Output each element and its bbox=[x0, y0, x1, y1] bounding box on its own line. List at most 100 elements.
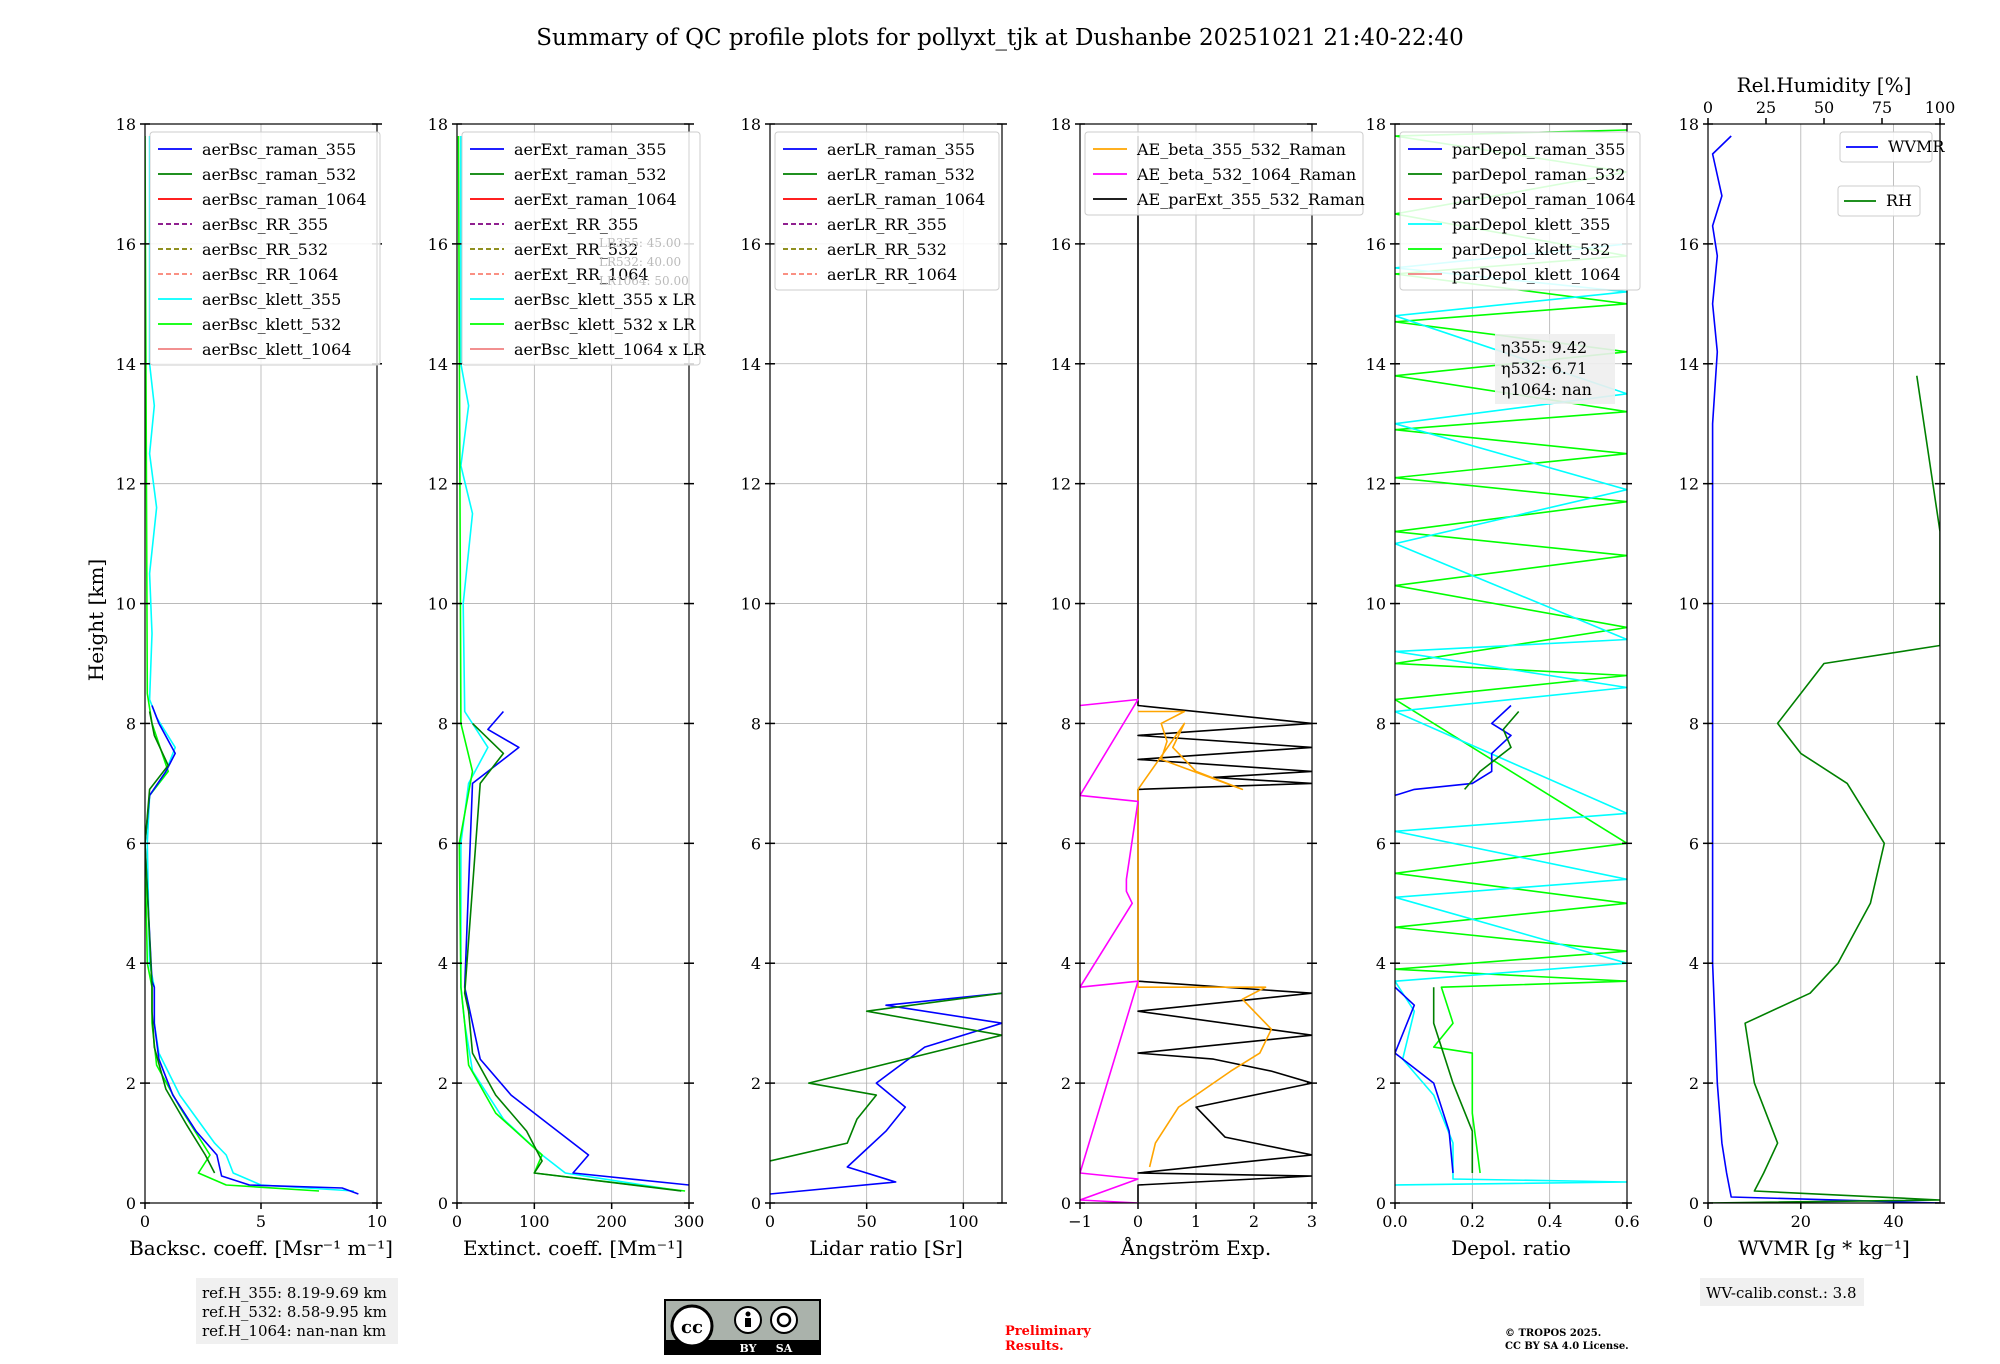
series-line-aerbsc-raman-532 bbox=[145, 711, 216, 1174]
y-tick-label: 6 bbox=[1689, 834, 1699, 853]
y-tick-label: 16 bbox=[1679, 235, 1699, 254]
y-tick-label: 16 bbox=[428, 235, 448, 254]
legend-entry: aerBsc_raman_355 bbox=[202, 140, 356, 159]
series-group bbox=[1708, 135, 1940, 1203]
copyright-text: © TROPOS 2025. CC BY SA 4.0 License. bbox=[1505, 1328, 1629, 1352]
legend-entry: aerExt_RR_532 bbox=[514, 240, 638, 259]
eta-value: η532: 6.71 bbox=[1501, 359, 1587, 378]
legend-wvmr: WVMR bbox=[1839, 131, 1945, 163]
y-tick-label: 18 bbox=[428, 115, 448, 134]
y-tick-label: 12 bbox=[1679, 475, 1699, 494]
figure-title: Summary of QC profile plots for pollyxt_… bbox=[536, 25, 1463, 51]
legend-entry: aerBsc_klett_532 bbox=[202, 315, 341, 334]
y-tick-label: 14 bbox=[1051, 355, 1071, 374]
copyright-line-2: CC BY SA 4.0 License. bbox=[1505, 1341, 1629, 1352]
axes-frame bbox=[1394, 123, 1628, 1204]
wv-calib-background bbox=[1700, 1278, 1864, 1306]
x-tick-label: 200 bbox=[596, 1212, 627, 1231]
legend-entry: aerLR_RR_355 bbox=[827, 215, 947, 234]
y-tick-label: 14 bbox=[116, 355, 136, 374]
y-tick-label: 8 bbox=[751, 714, 761, 733]
y-tick-label: 6 bbox=[1061, 834, 1071, 853]
legend-box bbox=[1839, 131, 1933, 163]
y-tick-label: 4 bbox=[1689, 954, 1699, 973]
series-line-pardepol-raman-532 bbox=[1463, 710, 1520, 790]
y-tick-label: 14 bbox=[428, 355, 448, 374]
sa-icon bbox=[770, 1306, 798, 1334]
y-tick-label: 10 bbox=[741, 595, 761, 614]
x-tick-label: 20 bbox=[1791, 1212, 1811, 1231]
x-tick-label: 0.2 bbox=[1460, 1212, 1485, 1231]
y-tick-label: 2 bbox=[751, 1074, 761, 1093]
y-tick-label: 14 bbox=[1366, 355, 1386, 374]
x-tick-label: 0 bbox=[1703, 1212, 1713, 1231]
ref-heights-box: ref.H_355: 8.19-9.69 km ref.H_532: 8.58-… bbox=[196, 1278, 398, 1344]
x-tick-label: 0.4 bbox=[1537, 1212, 1562, 1231]
x-tick-label: 5 bbox=[256, 1212, 266, 1231]
legend-entry: aerBsc_klett_1064 bbox=[202, 340, 351, 359]
legend: AE_beta_355_532_Raman AE_beta_532_1064_Ra… bbox=[1084, 131, 1365, 216]
legend-entry: aerBsc_RR_532 bbox=[202, 240, 328, 259]
top-x-tick-label: 100 bbox=[1925, 98, 1956, 117]
legend-entry: parDepol_raman_532 bbox=[1452, 165, 1625, 184]
y-tick-label: 4 bbox=[1376, 954, 1386, 973]
legend-box bbox=[149, 131, 381, 366]
legend-entry: aerBsc_RR_1064 bbox=[202, 265, 338, 284]
x-axis-label: Lidar ratio [Sr] bbox=[809, 1236, 963, 1260]
legend-rh: RH bbox=[1837, 185, 1921, 217]
y-tick-label: 10 bbox=[1051, 595, 1071, 614]
series-line-aerbsc-raman-355 bbox=[145, 705, 359, 1195]
x-tick-label: 0 bbox=[1133, 1212, 1143, 1231]
y-tick-label: 2 bbox=[1689, 1074, 1699, 1093]
cc-icon bbox=[670, 1304, 714, 1348]
x-tick-label: 3 bbox=[1307, 1212, 1317, 1231]
x-tick-label: 0 bbox=[140, 1212, 150, 1231]
preliminary-line-1: Preliminary bbox=[1005, 1324, 1091, 1339]
ref-heights-background bbox=[196, 1278, 398, 1344]
y-tick-label: 12 bbox=[428, 475, 448, 494]
y-tick-label: 0 bbox=[1689, 1194, 1699, 1213]
x-tick-label: 40 bbox=[1883, 1212, 1903, 1231]
y-tick-label: 16 bbox=[1366, 235, 1386, 254]
series-group bbox=[1080, 136, 1312, 1203]
axes-frame bbox=[769, 123, 1003, 1204]
y-tick-label: 4 bbox=[126, 954, 136, 973]
series-group bbox=[1395, 129, 1627, 1186]
series-line-aerlr-raman-355 bbox=[770, 992, 1002, 1195]
y-tick-label: 0 bbox=[126, 1194, 136, 1213]
preliminary-note: Preliminary Results. bbox=[1005, 1324, 1091, 1354]
y-tick-label: 16 bbox=[1051, 235, 1071, 254]
x-axis-label: Ångström Exp. bbox=[1120, 1235, 1271, 1260]
x-tick-label: 0 bbox=[765, 1212, 775, 1231]
top-x-tick-label: 50 bbox=[1814, 98, 1834, 117]
legend-entry: aerLR_raman_532 bbox=[827, 165, 975, 184]
y-tick-label: 14 bbox=[741, 355, 761, 374]
legend-box bbox=[1837, 185, 1921, 217]
y-tick-label: 8 bbox=[1376, 714, 1386, 733]
y-tick-label: 8 bbox=[1689, 714, 1699, 733]
legend: aerExt_raman_355 aerExt_raman_532 aerExt_r… bbox=[461, 131, 706, 366]
legend-entry: parDepol_klett_355 bbox=[1452, 215, 1610, 234]
wv-calib-text: WV-calib.const.: 3.8 bbox=[1706, 1284, 1857, 1302]
legend: aerLR_raman_355 aerLR_raman_532 aerLR_rama… bbox=[774, 131, 1000, 291]
series-line-ae-parext-355-532-raman bbox=[1137, 136, 1312, 1203]
y-tick-label: 12 bbox=[741, 475, 761, 494]
y-tick-label: 18 bbox=[741, 115, 761, 134]
y-tick-label: 18 bbox=[1051, 115, 1071, 134]
series-line-aerext-raman-355 bbox=[463, 710, 689, 1186]
legend-entry: aerLR_raman_1064 bbox=[827, 190, 985, 209]
legend-entry: aerExt_RR_1064 bbox=[514, 265, 649, 284]
y-tick-label: 10 bbox=[428, 595, 448, 614]
legend-label: WVMR bbox=[1888, 137, 1945, 156]
y-tick-label: 10 bbox=[116, 595, 136, 614]
legend-label: RH bbox=[1886, 191, 1912, 210]
legend-entry: aerExt_raman_532 bbox=[514, 165, 667, 184]
y-tick-label: 14 bbox=[1679, 355, 1699, 374]
top-x-tick-label: 75 bbox=[1872, 98, 1892, 117]
y-tick-label: 10 bbox=[1366, 595, 1386, 614]
legend-box bbox=[461, 131, 701, 366]
legend-entry: AE_beta_355_532_Raman bbox=[1136, 140, 1346, 159]
lr-note: LR1064: 50.00 bbox=[599, 274, 689, 288]
